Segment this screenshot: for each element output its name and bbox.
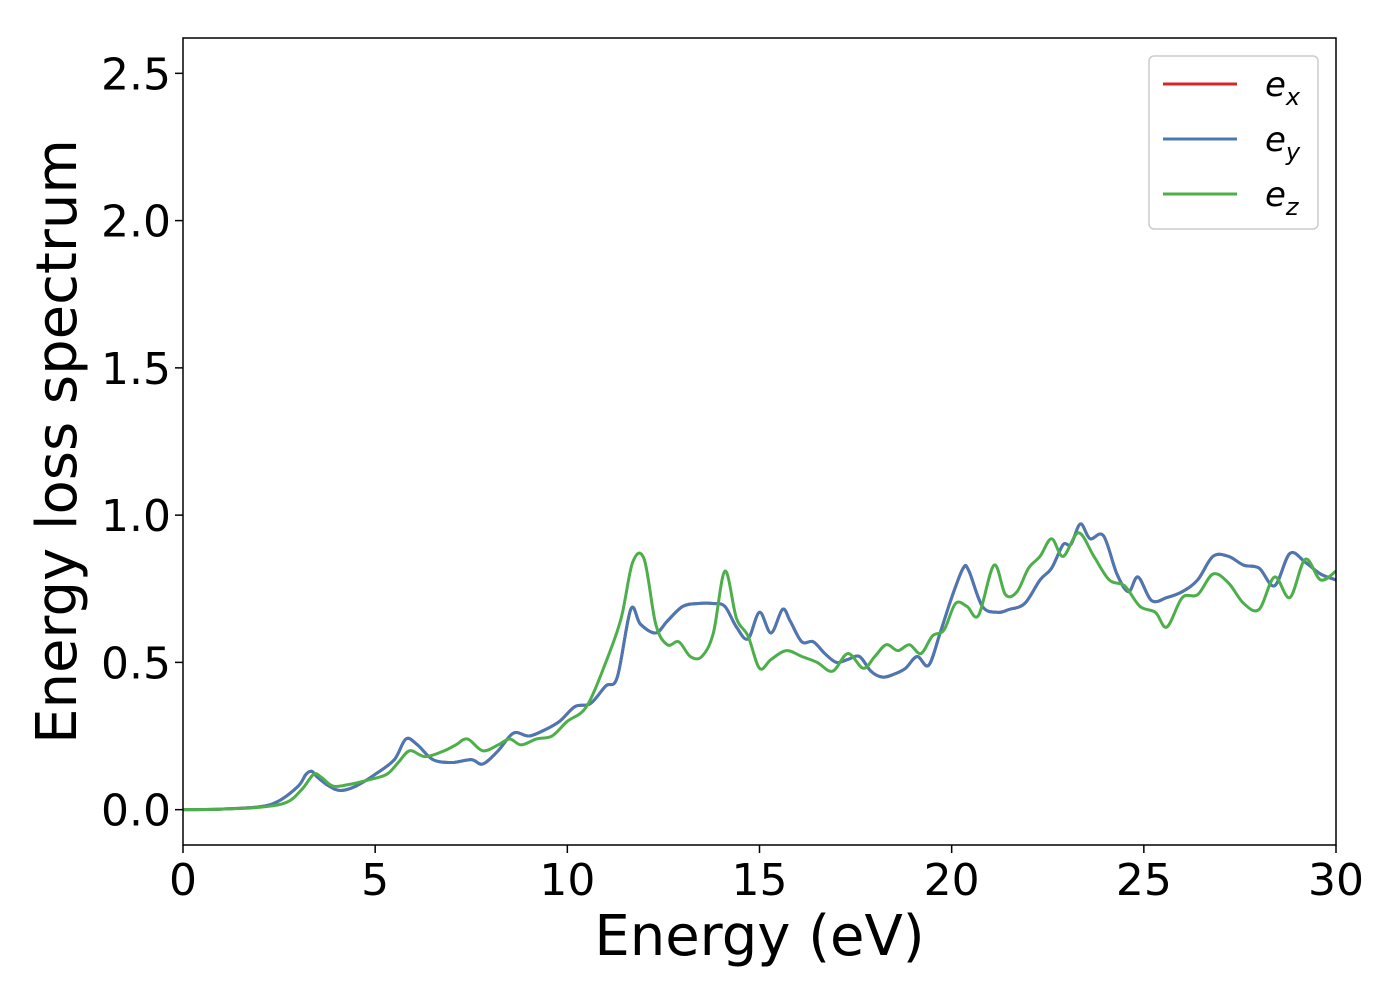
y-tick-label: 1.5	[101, 344, 171, 395]
legend-label-base: e	[1265, 65, 1286, 105]
x-tick-label: 25	[1116, 855, 1172, 906]
y-tick-label: 2.5	[101, 49, 171, 100]
legend-label-subscript: x	[1285, 83, 1301, 111]
x-tick-label: 5	[361, 855, 389, 906]
legend-label-base: e	[1265, 175, 1286, 215]
x-tick-label: 10	[539, 855, 595, 906]
x-tick-label: 0	[169, 855, 197, 906]
y-axis-label: Energy loss spectrum	[25, 139, 90, 744]
legend-label-base: e	[1265, 120, 1286, 160]
legend-label-e-x: ex	[1265, 65, 1301, 111]
legend-box	[1148, 55, 1319, 230]
x-tick-label: 30	[1308, 855, 1364, 906]
series-layer	[183, 522, 1336, 812]
x-tick-label: 15	[732, 855, 788, 906]
series-line-e-z	[183, 531, 1336, 812]
axes-layer: 0 5 10 15 20 25 30 0.0 0.5 1.0 1.5 2.0 2.5 Energy (eV…	[25, 37, 1364, 969]
y-tick-label: 2.0	[101, 197, 171, 248]
y-tick-label: 1.0	[101, 491, 171, 542]
y-tick-label: 0.0	[101, 786, 171, 837]
x-axis-label: Energy (eV)	[594, 904, 924, 969]
x-tick-label: 20	[924, 855, 980, 906]
legend-label-subscript: y	[1285, 138, 1301, 166]
legend-label-e-z: ez	[1265, 175, 1300, 221]
legend-label-e-y: ey	[1265, 120, 1301, 166]
legend-label-subscript: z	[1285, 193, 1300, 221]
y-tick-label: 0.5	[101, 638, 171, 689]
